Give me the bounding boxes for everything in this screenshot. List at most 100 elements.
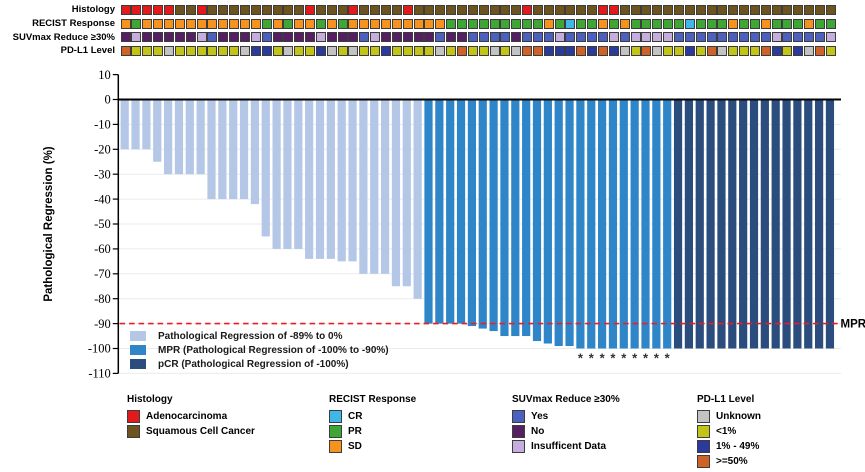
legend-item: SD	[329, 439, 416, 454]
series-swatch-pcr	[130, 359, 146, 369]
waterfall-bar	[381, 99, 390, 274]
legend-label: Insufficent Data	[531, 441, 607, 452]
series-legend-item: MPR (Pathological Regression of -100% to…	[130, 343, 389, 357]
waterfall-bar	[576, 99, 585, 349]
annotation-square	[717, 46, 728, 56]
legend-swatch	[697, 425, 710, 438]
annotation-square	[771, 32, 782, 43]
annotation-square	[739, 18, 750, 29]
annotation-square	[185, 18, 196, 29]
annotation-square	[131, 5, 142, 15]
annotation-square	[261, 32, 272, 43]
waterfall-bar	[782, 99, 791, 349]
annotation-square	[239, 46, 250, 56]
annotation-square	[446, 5, 457, 15]
annotation-square	[522, 46, 533, 56]
annotation-square	[489, 46, 500, 56]
annotation-square	[424, 46, 435, 56]
asterisk-marker: *	[654, 351, 660, 366]
annotation-square	[630, 18, 641, 29]
legend-label: 1% - 49%	[716, 441, 760, 452]
waterfall-bar	[522, 99, 531, 337]
annotation-square	[446, 32, 457, 43]
annotation-square	[326, 18, 337, 29]
annotation-square	[652, 32, 663, 43]
annotation-square	[717, 18, 728, 29]
legend-swatch	[127, 410, 140, 423]
annotation-square	[164, 18, 174, 29]
annotation-square	[424, 5, 435, 15]
annotation-square	[576, 46, 587, 56]
annotation-square	[771, 18, 782, 29]
annotation-square	[381, 18, 391, 29]
annotation-square	[283, 18, 294, 29]
waterfall-bar	[164, 99, 173, 175]
annotation-square	[500, 32, 511, 43]
annotation-square	[250, 32, 261, 43]
annotation-square	[467, 46, 478, 56]
annotation-square	[804, 18, 815, 29]
annotation-square	[641, 32, 652, 43]
y-tick-label: 0	[105, 93, 111, 107]
annotation-square	[663, 5, 674, 15]
annotation-square	[717, 32, 728, 43]
annotation-square	[825, 5, 836, 15]
annotation-square	[739, 32, 750, 43]
waterfall-bar	[608, 99, 618, 349]
annotation-square	[749, 5, 760, 15]
annotation-square	[131, 46, 142, 56]
waterfall-bar	[424, 99, 433, 324]
asterisk-marker: *	[600, 351, 606, 366]
annotation-square	[467, 32, 478, 43]
annotation-square	[153, 32, 164, 43]
annotation-square	[815, 46, 825, 56]
waterfall-bar	[543, 99, 552, 344]
annotation-square	[782, 32, 793, 43]
annotation-square	[782, 46, 793, 56]
annotation-square	[760, 32, 771, 43]
waterfall-bar	[641, 99, 650, 349]
annotation-square	[218, 5, 229, 15]
annotation-square	[283, 46, 294, 56]
waterfall-bar	[294, 99, 303, 249]
annotation-square	[402, 18, 413, 29]
annotation-square	[728, 18, 739, 29]
waterfall-bar	[684, 99, 693, 349]
annotation-square	[120, 46, 131, 56]
legend-item: No	[512, 424, 620, 439]
legend-label: SD	[348, 441, 362, 452]
waterfall-bar	[825, 99, 835, 349]
waterfall-bar	[565, 99, 574, 347]
annotation-square	[326, 46, 337, 56]
waterfall-bar	[153, 99, 162, 162]
annotation-square	[272, 5, 283, 15]
y-tick-label: -40	[94, 192, 111, 206]
waterfall-bar	[793, 99, 802, 349]
annotation-square	[337, 46, 348, 56]
annotation-square	[207, 32, 218, 43]
series-label-standard: Pathological Regression of -89% to 0%	[158, 330, 343, 342]
track-label-suvmax: SUVmax Reduce ≥30%	[12, 32, 115, 43]
series-label-pcr: pCR (Pathological Regression of -100%)	[158, 358, 349, 370]
asterisk-marker: *	[589, 351, 595, 366]
waterfall-bar	[261, 99, 270, 237]
waterfall-bar	[435, 99, 444, 324]
waterfall-bar	[196, 99, 205, 175]
annotation-square	[174, 5, 185, 15]
annotation-square	[760, 46, 771, 56]
annotation-square	[326, 5, 337, 15]
asterisk-marker: *	[632, 351, 638, 366]
legend-label: CR	[348, 411, 363, 422]
y-tick-label: -90	[94, 317, 111, 331]
legend-group-pdl1: PD-L1 Level Unknown <1% 1% - 49% >=50%	[697, 394, 761, 469]
annotation-square	[174, 46, 185, 56]
annotation-square	[630, 46, 641, 56]
annotation-square	[684, 18, 695, 29]
annotation-square	[283, 5, 294, 15]
annotation-square	[424, 18, 435, 29]
annotation-square	[728, 32, 739, 43]
annotation-square	[337, 18, 348, 29]
legend-label: Adenocarcinoma	[146, 411, 228, 422]
waterfall-bar	[250, 99, 259, 205]
legend-swatch	[127, 425, 140, 438]
